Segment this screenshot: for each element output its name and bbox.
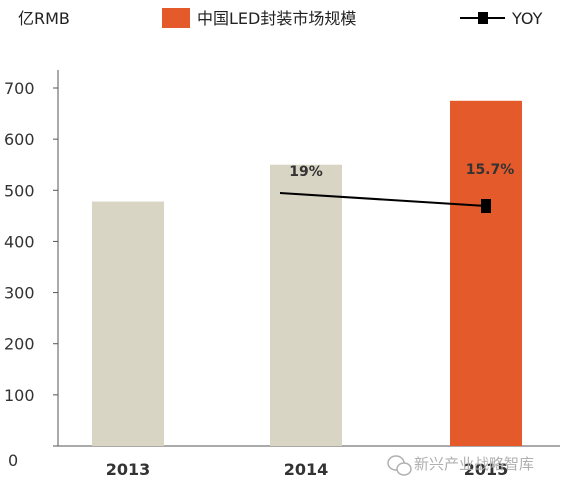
yoy-label-2014: 19% [289,164,323,180]
legend: 亿RMB 中国LED封装市场规模 YOY [18,8,543,28]
y-unit-label: 亿RMB [18,9,70,28]
y-tick-label: 600 [4,130,35,149]
y-tick-label: 0 [8,451,18,470]
y-tick-label: 300 [4,284,35,303]
y-tick-label: 700 [4,79,35,98]
watermark-text: 新兴产业战略智库 [414,455,534,473]
bars [92,100,522,447]
yoy-line [279,192,487,207]
yoy-label-2015: 15.7% [466,162,515,178]
y-tick-label: 100 [4,386,35,405]
wechat-icon [387,455,412,476]
x-tick-label: 2013 [106,460,151,479]
watermark: 新兴产业战略智库 [387,455,534,476]
bar-2015 [450,100,522,447]
yoy-marker-2015 [481,199,491,213]
x-tick-label: 2015 [464,460,509,479]
y-tick-label: 500 [4,181,35,200]
yoy-line-group: 19% 15.7% [279,162,515,213]
y-tick-label: 400 [4,232,35,251]
x-tick-labels: 2013 2014 2015 [106,460,509,479]
legend-line-label: YOY [511,9,543,28]
legend-bar-swatch [162,8,190,28]
y-ticks: 0 100 200 300 400 500 600 700 [4,79,58,470]
y-tick-label: 200 [4,335,35,354]
bar-2013 [92,201,164,446]
legend-bar-label: 中国LED封装市场规模 [197,9,356,28]
bar-2014 [270,164,342,446]
legend-line-marker [478,12,488,24]
x-tick-label: 2014 [284,460,329,479]
